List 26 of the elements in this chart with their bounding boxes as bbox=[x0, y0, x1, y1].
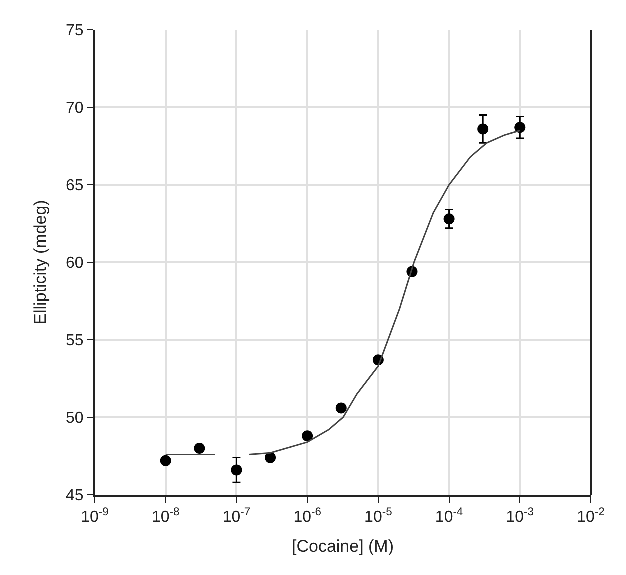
x-tick-label: 10$^{-7}$ bbox=[222, 506, 251, 526]
x-tick-label: 10$^{-8}$ bbox=[152, 506, 180, 526]
point bbox=[478, 124, 489, 135]
y-tick-label: 45 bbox=[66, 488, 84, 505]
x-tick-label: 10$^{-5}$ bbox=[364, 506, 392, 526]
x-tick-label: 10$^{-3}$ bbox=[506, 506, 534, 526]
y-tick-label: 50 bbox=[66, 410, 84, 428]
y-tick-label: 70 bbox=[66, 100, 84, 118]
point bbox=[231, 464, 242, 476]
point bbox=[194, 443, 206, 454]
point bbox=[444, 214, 455, 225]
point bbox=[160, 455, 172, 466]
x-tick-label: 10$^{-2}$ bbox=[577, 506, 605, 526]
y-tick-label: 55 bbox=[66, 332, 84, 350]
point bbox=[302, 430, 314, 442]
x-tick-label: 10$^{-6}$ bbox=[294, 506, 322, 526]
y-tick-label: 75 bbox=[66, 22, 84, 40]
x-tick-label: 10$^{-9}$ bbox=[81, 506, 109, 526]
y-tick-label: 65 bbox=[66, 178, 84, 195]
y-axis-title: Ellipticity (mdeg) bbox=[31, 200, 50, 325]
point bbox=[514, 122, 526, 134]
point bbox=[265, 452, 276, 464]
x-axis-title: [Cocaine] (M) bbox=[292, 537, 394, 556]
point bbox=[336, 402, 347, 414]
x-tick-label: 10$^{-4}$ bbox=[435, 506, 464, 526]
y-tick-label: 60 bbox=[66, 255, 84, 272]
